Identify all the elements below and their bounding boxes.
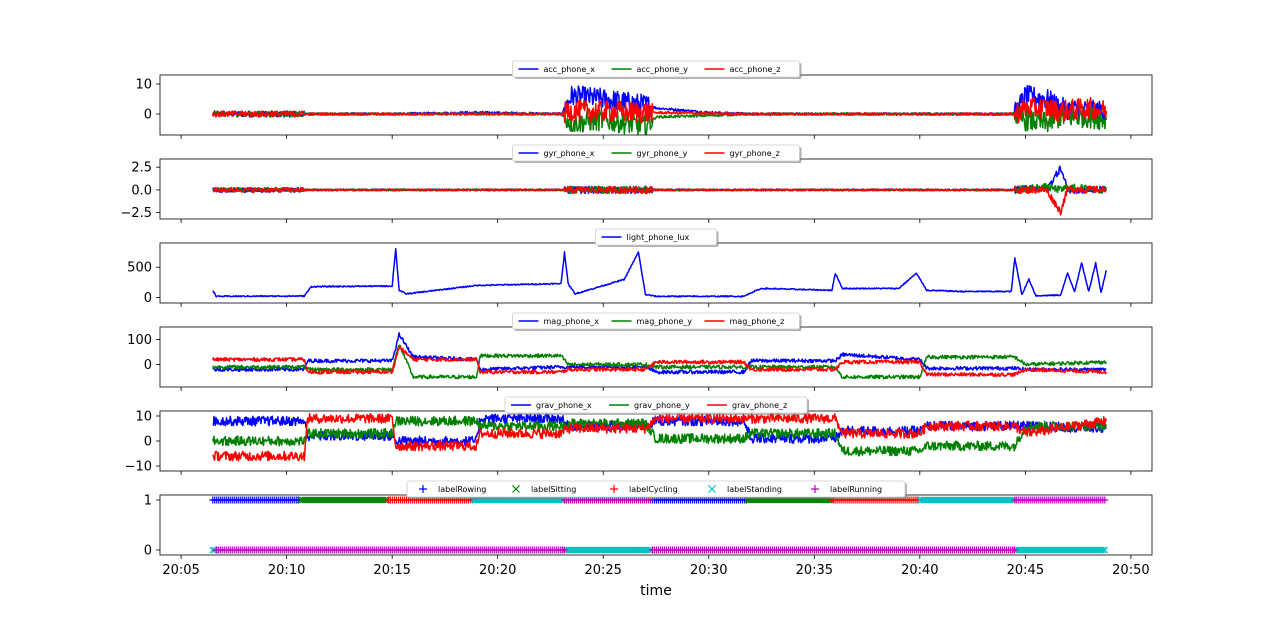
legend-swatch-labelStanding: [708, 485, 716, 493]
y-tick-label: 10: [135, 410, 152, 425]
series-line-mag_phone_x: [212, 332, 1107, 375]
marker-labelSitting: [381, 496, 389, 504]
y-tick-label: 0: [144, 358, 152, 373]
x-tick-label: 20:40: [901, 563, 938, 578]
series-line-acc_phone_y: [212, 105, 1108, 135]
legend-grav: grav_phone_x grav_phone_y grav_phone_z: [504, 396, 809, 415]
y-tick-label: 0: [144, 108, 152, 123]
series-line-acc_phone_z: [212, 96, 1108, 124]
y-tick-label: 1: [144, 494, 152, 509]
plot-area-acc: [212, 85, 1108, 135]
legend-box: [512, 144, 800, 162]
legend-acc: acc_phone_x acc_phone_y acc_phone_z: [512, 60, 802, 79]
plot-area-gyr: [212, 165, 1108, 216]
y-tick-label: 2.5: [131, 161, 152, 176]
legend-label-gyr_phone_x: gyr_phone_x: [544, 149, 595, 158]
x-tick-label: 20:10: [268, 563, 305, 578]
legend-labels: labelRowing labelSitting labelCycling label…: [406, 480, 907, 499]
marker-labelRunning: [1101, 496, 1109, 504]
series-line-grav_phone_y: [212, 415, 1107, 457]
axes-frame: [159, 74, 1153, 136]
legend-swatch-labelRowing: [419, 485, 427, 493]
marker-labelStanding: [1101, 546, 1109, 554]
marker-labelRunning: [560, 546, 568, 554]
y-tick-label: 10: [135, 78, 152, 93]
y-tick-label: 500: [127, 261, 152, 276]
x-tick-label: 20:50: [1112, 563, 1149, 578]
marker-labelStanding: [1099, 546, 1107, 554]
panel-labels: 1 0 20:05 20:10 20:15 20:20 20:25 20:30 20:35 20:…: [144, 480, 1153, 578]
plot-area-labels: [209, 496, 1109, 554]
legend-label-labelSitting: labelSitting: [531, 485, 576, 494]
legend-label-mag_phone_x: mag_phone_x: [544, 317, 600, 326]
y-tick-label: 0.0: [131, 183, 152, 198]
series-line-light_phone_lux: [212, 247, 1108, 298]
series-markers-labelCycling: [385, 496, 922, 504]
marker-labelRunning: [1010, 546, 1018, 554]
x-tick-label: 20:05: [162, 563, 199, 578]
x-tick-label: 20:20: [479, 563, 516, 578]
axes-frame: [159, 242, 1153, 304]
legend-label-grav_phone_x: grav_phone_x: [536, 401, 592, 410]
panel-mag: 100 0 mag_phone_x mag_phone_y mag_phone_z: [127, 312, 1153, 391]
legend-box: [504, 396, 808, 414]
legend-label-mag_phone_z: mag_phone_z: [730, 317, 785, 326]
plot-area-light: [212, 247, 1108, 298]
axes-frame: [159, 494, 1153, 556]
legend-label-labelRowing: labelRowing: [438, 485, 486, 494]
legend-gyr: gyr_phone_x gyr_phone_y gyr_phone_z: [512, 144, 802, 163]
legend-label-mag_phone_y: mag_phone_y: [637, 317, 693, 326]
y-tick-label: −10: [125, 460, 152, 475]
x-tick-label: 20:30: [690, 563, 727, 578]
legend-label-labelRunning: labelRunning: [830, 485, 882, 494]
legend-box: [512, 60, 800, 78]
y-tick-label: 0: [144, 435, 152, 450]
series-line-grav_phone_z: [212, 412, 1108, 462]
legend-label-grav_phone_z: grav_phone_z: [732, 401, 787, 410]
panel-acc: 10 0 acc_phone_x acc_phone_y acc_phone_z: [135, 60, 1153, 139]
legend-light: light_phone_lux: [595, 228, 719, 247]
legend-label-gyr_phone_y: gyr_phone_y: [637, 149, 688, 158]
y-tick-label: 0: [144, 291, 152, 306]
y-tick-label: 0: [144, 544, 152, 559]
x-tick-label: 20:35: [796, 563, 833, 578]
legend-box: [595, 228, 717, 246]
legend-label-acc_phone_z: acc_phone_z: [730, 65, 781, 74]
series-line-mag_phone_z: [212, 345, 1107, 378]
legend-label-labelCycling: labelCycling: [629, 485, 678, 494]
plot-area-grav: [212, 412, 1108, 462]
legend-box: [406, 480, 906, 498]
marker-labelStanding: [209, 546, 217, 554]
series-line-gyr_phone_z: [212, 185, 1107, 216]
panel-light: 500 0 light_phone_lux: [127, 228, 1153, 307]
series-markers-labelStanding: [209, 496, 1109, 554]
y-tick-label: 100: [127, 333, 152, 348]
x-tick-label: 20:15: [373, 563, 410, 578]
plot-area-mag: [212, 332, 1107, 380]
legend-label-acc_phone_x: acc_phone_x: [544, 65, 596, 74]
x-tick-label: 20:25: [584, 563, 621, 578]
legend-mag: mag_phone_x mag_phone_y mag_phone_z: [512, 312, 802, 331]
series-markers-labelRunning: [212, 496, 1109, 554]
legend-swatch-labelSitting: [512, 485, 520, 493]
x-axis-label: time: [640, 583, 672, 599]
legend-label-grav_phone_y: grav_phone_y: [634, 401, 690, 410]
y-tick-label: −2.5: [120, 206, 152, 221]
legend-label-light_phone_lux: light_phone_lux: [627, 233, 690, 242]
legend-swatch-labelRunning: [811, 485, 819, 493]
legend-box: [512, 312, 800, 330]
legend-label-acc_phone_y: acc_phone_y: [637, 65, 689, 74]
legend-label-gyr_phone_z: gyr_phone_z: [730, 149, 780, 158]
legend-swatch-labelCycling: [610, 485, 618, 493]
marker-labelStanding: [645, 546, 652, 554]
legend-label-labelStanding: labelStanding: [727, 485, 782, 494]
x-tick-label: 20:45: [1007, 563, 1044, 578]
